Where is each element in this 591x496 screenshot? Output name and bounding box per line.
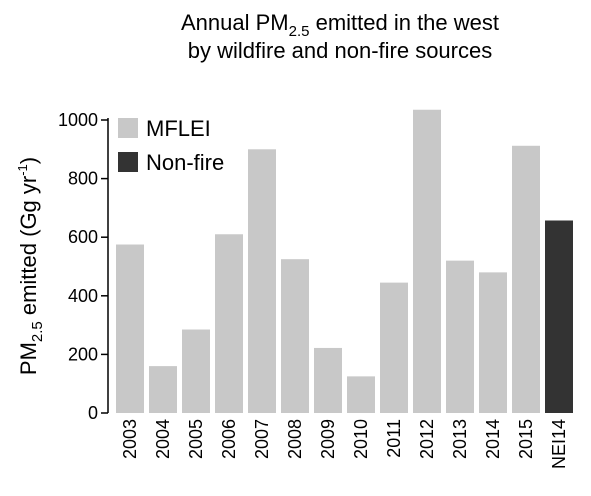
y-tick-label-600: 600 (68, 227, 98, 247)
bar-2009 (314, 347, 342, 413)
y-tick-label-1000: 1000 (58, 110, 98, 130)
legend-label-non-fire: Non-fire (146, 150, 224, 175)
x-tick-label-2009: 2009 (318, 419, 338, 459)
bar-2004 (149, 366, 177, 413)
bar-2008 (281, 259, 309, 413)
bar-2007 (248, 149, 276, 414)
x-tick-label-2003: 2003 (120, 419, 140, 459)
y-ticks-group: 0 200 400 600 800 1000 (58, 110, 108, 423)
bar-2006 (215, 234, 243, 413)
y-tick-label-800: 800 (68, 169, 98, 189)
bar-nei14 (545, 220, 573, 413)
x-tick-label-2012: 2012 (417, 419, 437, 459)
y-tick-label-0: 0 (88, 403, 98, 423)
y-axis-label: PM2.5 emitted (Gg yr-1) (15, 157, 46, 375)
bar-2005 (182, 329, 210, 413)
x-tick-label-2013: 2013 (450, 419, 470, 459)
x-tick-label-2004: 2004 (153, 419, 173, 459)
bar-2015 (512, 145, 540, 413)
legend-swatch-non-fire (118, 152, 138, 172)
x-tick-label-2015: 2015 (516, 419, 536, 459)
legend-label-mflei: MFLEI (146, 116, 211, 141)
bar-2010 (347, 376, 375, 413)
x-tick-label-2010: 2010 (351, 419, 371, 459)
x-tick-label-2007: 2007 (252, 419, 272, 459)
x-tick-label-2006: 2006 (219, 419, 239, 459)
bar-2012 (413, 109, 441, 414)
chart-title-line-2: by wildfire and non-fire sources (188, 38, 492, 63)
bar-2003 (116, 244, 144, 413)
y-tick-label-200: 200 (68, 344, 98, 364)
x-tick-label-nei14: NEI14 (549, 419, 569, 469)
x-tick-label-2005: 2005 (186, 419, 206, 459)
bars-group (116, 109, 573, 414)
legend: MFLEI Non-fire (118, 116, 224, 175)
bar-2014 (479, 272, 507, 413)
chart-title-line-1: Annual PM2.5 emitted in the west (181, 10, 499, 40)
x-tick-label-2011: 2011 (384, 419, 404, 458)
y-tick-label-400: 400 (68, 286, 98, 306)
bar-2011 (380, 282, 408, 413)
bar-2013 (446, 260, 474, 413)
x-tick-label-2008: 2008 (285, 419, 305, 459)
x-tick-label-2014: 2014 (483, 419, 503, 459)
legend-swatch-mflei (118, 118, 138, 138)
x-ticks-group: 2003 2004 2005 2006 2007 2008 2009 2010 2011 2012… (120, 419, 569, 469)
